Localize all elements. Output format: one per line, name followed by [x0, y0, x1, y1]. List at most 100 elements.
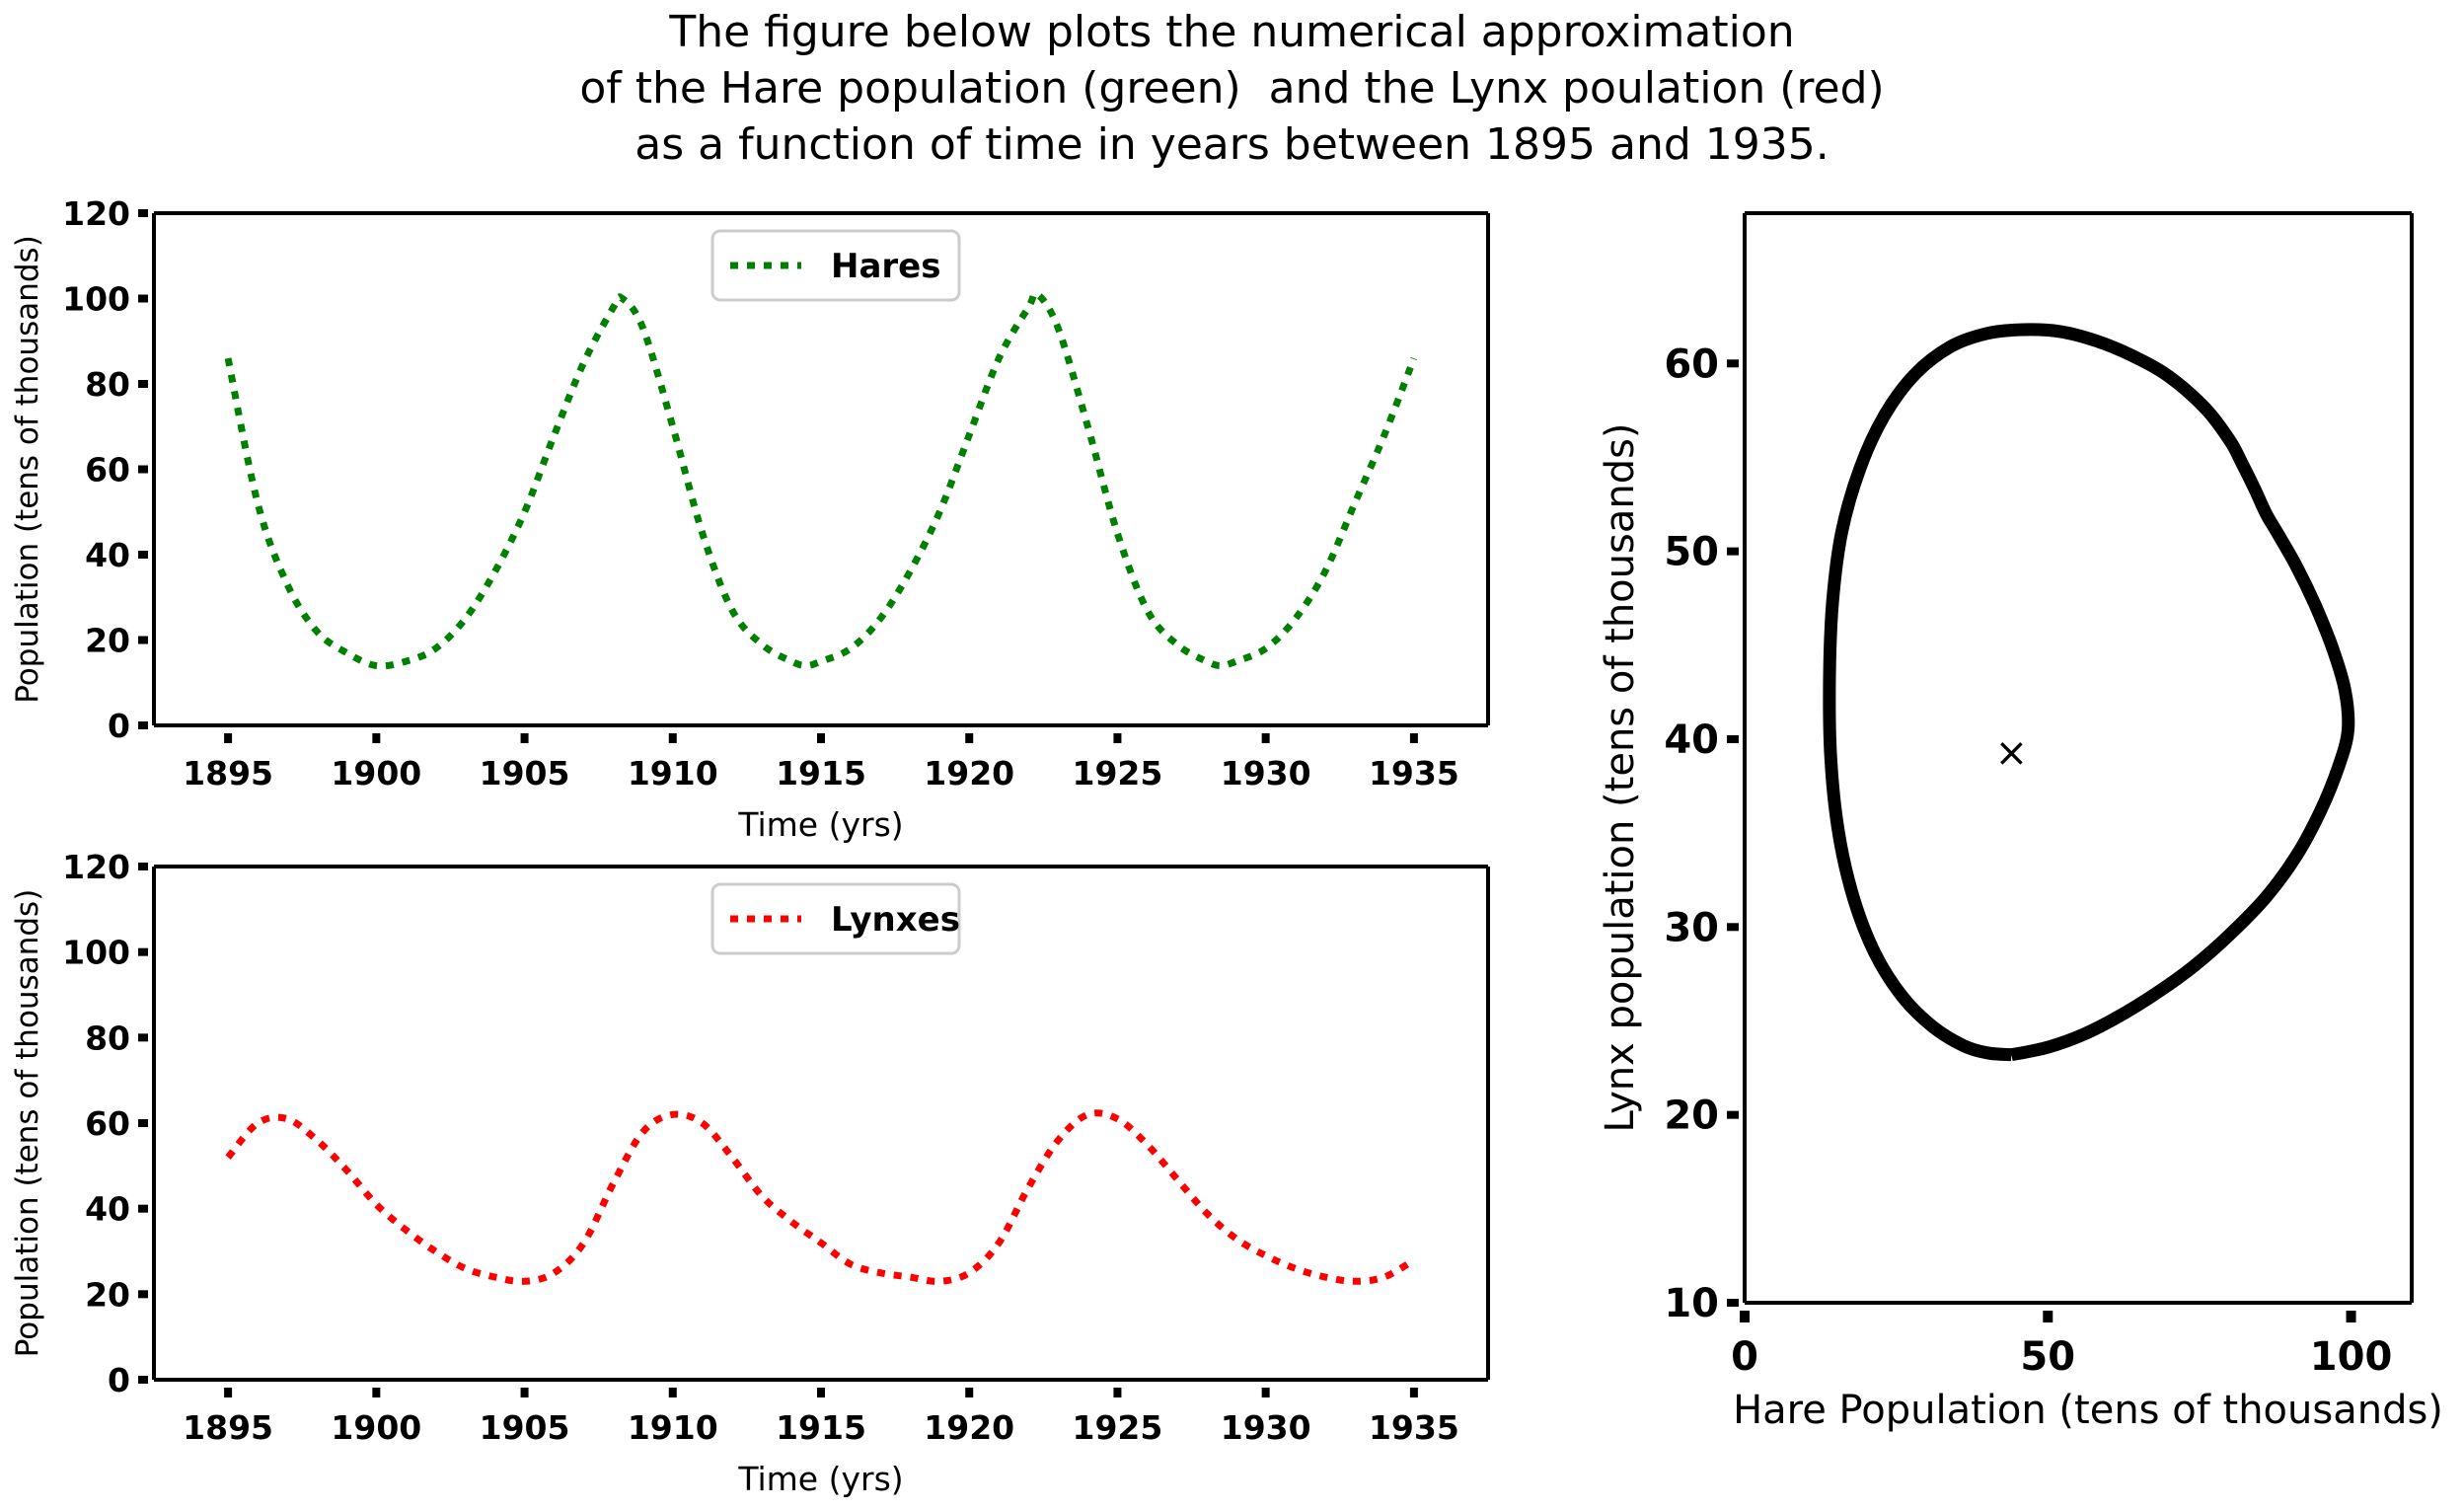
y-tick-label: 60	[85, 1104, 130, 1143]
y-tick	[1727, 1299, 1739, 1307]
y-axis-label: Population (tens of thousands)	[10, 889, 45, 1358]
x-tick	[668, 1388, 677, 1397]
legend-label: Lynxes	[831, 900, 960, 940]
x-tick-label: 1930	[1221, 1408, 1311, 1447]
x-tick	[520, 1388, 529, 1397]
x-tick-label: 1910	[628, 754, 718, 793]
y-tick-label: 20	[85, 622, 130, 660]
y-tick	[138, 1376, 148, 1384]
y-tick	[138, 1033, 148, 1042]
x-tick	[817, 733, 825, 743]
y-tick-label: 60	[1664, 341, 1719, 387]
x-tick	[520, 733, 529, 743]
hares-time-series-chart: 0 20 40 60 80 100 120 1895 1900 1905 1910 1915 1920 1…	[10, 194, 1490, 844]
x-tick-label: 1920	[924, 1408, 1014, 1447]
x-tick	[1409, 1388, 1418, 1397]
x-tick-label: 0	[1731, 1334, 1758, 1380]
y-tick-label: 20	[85, 1275, 130, 1314]
legend-label: Hares	[831, 247, 940, 286]
y-tick-label: 50	[1664, 530, 1719, 575]
y-tick	[138, 380, 148, 388]
series-line-hares	[224, 289, 1418, 670]
y-tick	[1727, 923, 1739, 932]
y-tick-label: 60	[85, 451, 130, 490]
y-tick-label: 100	[62, 934, 130, 972]
y-tick-label: 80	[85, 365, 130, 404]
y-tick	[138, 636, 148, 644]
y-axis-label: Lynx population (tens of thousands)	[1598, 422, 1643, 1132]
y-tick-label: 20	[1664, 1094, 1719, 1139]
x-tick	[372, 1388, 381, 1397]
y-tick-label: 0	[108, 1361, 130, 1399]
lynxes-time-series-chart: 0 20 40 60 80 100 120 1895 1900 1905 1910 1915 1920 1…	[10, 848, 1490, 1498]
series-line-lynxes	[225, 1109, 1416, 1285]
y-tick-label: 100	[62, 280, 130, 319]
y-tick	[1727, 359, 1739, 368]
x-tick-label: 1915	[776, 1408, 866, 1447]
y-tick	[1727, 547, 1739, 556]
x-tick-label: 1935	[1369, 754, 1459, 793]
y-tick-label: 120	[62, 194, 130, 233]
y-tick-label: 80	[85, 1019, 130, 1057]
y-tick	[138, 947, 148, 956]
y-axis-label: Population (tens of thousands)	[10, 235, 45, 704]
phase-trajectory	[1823, 323, 2355, 1062]
legend-box	[710, 882, 961, 955]
x-tick-label: 1895	[183, 754, 273, 793]
x-tick	[2043, 1311, 2053, 1322]
x-tick-label: 1905	[480, 754, 570, 793]
y-tick-label: 120	[62, 848, 130, 886]
x-axis-label: Time (yrs)	[737, 805, 903, 844]
x-tick	[224, 733, 233, 743]
y-tick	[138, 551, 148, 559]
x-tick	[1113, 733, 1122, 743]
caption-line-1: The figure below plots the numerical app…	[669, 7, 1795, 57]
x-tick	[372, 733, 381, 743]
x-tick-label: 1915	[776, 754, 866, 793]
x-tick-label: 100	[2310, 1334, 2393, 1380]
y-tick-label: 40	[85, 1190, 130, 1229]
y-tick	[138, 1204, 148, 1213]
y-tick-label: 30	[1664, 905, 1719, 950]
x-axis-label: Time (yrs)	[737, 1460, 903, 1498]
y-tick-label: 10	[1664, 1281, 1719, 1326]
x-tick-label: 1910	[628, 1408, 718, 1447]
y-tick-label: 40	[85, 536, 130, 574]
x-tick	[2346, 1311, 2356, 1322]
y-tick	[1727, 1110, 1739, 1119]
y-tick-label: 0	[108, 707, 130, 745]
x-tick-label: 1925	[1073, 1408, 1163, 1447]
x-tick-label: 50	[2020, 1334, 2075, 1380]
x-axis-label: Hare Population (tens of thousands)	[1733, 1388, 2443, 1433]
y-tick	[138, 294, 148, 303]
y-tick	[1727, 734, 1739, 743]
x-tick-label: 1925	[1073, 754, 1163, 793]
x-tick	[1261, 1388, 1270, 1397]
y-tick-label: 40	[1664, 717, 1719, 763]
x-tick	[1113, 1388, 1122, 1397]
x-tick	[817, 1388, 825, 1397]
x-tick	[1261, 733, 1270, 743]
x-tick	[965, 1388, 974, 1397]
x-tick-label: 1900	[331, 1408, 421, 1447]
caption-line-2: of the Hare population (green) and the L…	[579, 63, 1885, 113]
caption-line-3: as a function of time in years between 1…	[635, 119, 1829, 170]
x-tick	[965, 733, 974, 743]
y-tick	[138, 721, 148, 729]
equilibrium-marker: ×	[1995, 730, 2029, 776]
y-tick	[138, 209, 148, 217]
x-tick-label: 1900	[331, 754, 421, 793]
x-tick-label: 1895	[183, 1408, 273, 1447]
legend-box	[710, 229, 961, 302]
x-tick	[224, 1388, 233, 1397]
x-tick	[1740, 1311, 1750, 1322]
y-tick	[138, 1290, 148, 1299]
y-tick	[138, 1119, 148, 1127]
x-tick	[1409, 733, 1418, 743]
y-tick	[138, 465, 148, 474]
x-tick	[668, 733, 677, 743]
figure-caption: The figure below plots the numerical app…	[0, 0, 2464, 173]
x-tick-label: 1935	[1369, 1408, 1459, 1447]
y-tick	[138, 863, 148, 870]
